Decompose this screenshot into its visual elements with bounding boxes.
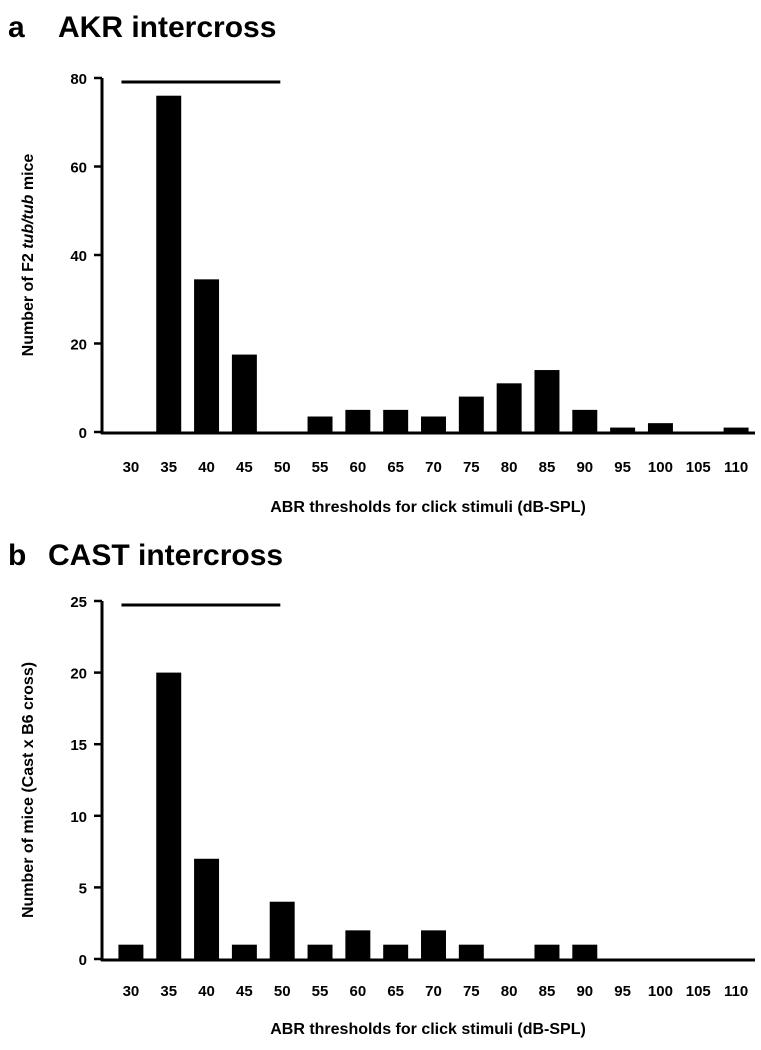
panel-b-ylabel-part: Number of mice (Cast x B6 cross) <box>20 662 37 918</box>
panel-a-x-tick-label: 30 <box>123 459 140 476</box>
panel-b-bar <box>421 930 446 959</box>
panel-b-plot: 0 5 10 15 20 25 30 35 40 45 50 55 60 65 70 75 80 85 90 95 10… <box>70 594 755 1000</box>
panel-a-bar <box>647 423 673 432</box>
panel-b-bar <box>194 858 220 959</box>
panel-a-bar <box>307 416 333 432</box>
panel-b-x-tick-label: 40 <box>198 983 215 1000</box>
panel-b-x-tick-label: 75 <box>463 983 480 1000</box>
panel-a-x-tick-label: 65 <box>387 459 404 476</box>
panel-a-bar <box>345 409 371 432</box>
panel-a-x-tick-label: 45 <box>236 459 253 476</box>
panel-b-x-tick-label: 35 <box>160 983 177 1000</box>
panel-a-bar <box>610 427 636 432</box>
panel-b-x-tick-label: 30 <box>123 983 140 1000</box>
panel-a-bar <box>572 409 598 432</box>
panel-a-bar <box>723 427 749 432</box>
panel-b-bar <box>156 672 182 959</box>
panel-a-ylabel-part: tub/tub <box>20 194 37 248</box>
panel-b-x-tick-label: 95 <box>614 983 631 1000</box>
panel-a-x-tick-label: 75 <box>463 459 480 476</box>
panel-a-bar <box>534 370 560 432</box>
panel-a-x-tick-label: 55 <box>312 459 329 476</box>
panel-b-y-tick-label: 10 <box>70 809 87 826</box>
panel-a-x-tick-label: 100 <box>648 459 673 476</box>
panel-a-x-tick-label: 95 <box>614 459 631 476</box>
panel-a-x-tick-label: 70 <box>425 459 442 476</box>
panel-a-bar <box>194 279 220 432</box>
panel-b-bar <box>345 930 371 959</box>
panel-b-x-tick-label: 100 <box>648 983 673 1000</box>
panel-a-y-tick-label: 0 <box>79 425 87 442</box>
panel-a-ylabel-part: Number of F2 <box>20 249 37 357</box>
panel-b-title: CAST intercross <box>48 539 283 572</box>
panel-a-x-tick-label: 40 <box>198 459 215 476</box>
panel-a-x-tick-label: 60 <box>350 459 367 476</box>
panel-a-y-tick-label: 60 <box>70 160 87 177</box>
panel-a-bar <box>421 416 446 432</box>
panel-b-x-tick-label: 45 <box>236 983 253 1000</box>
panel-b-x-tick-label: 65 <box>387 983 404 1000</box>
panel-a-x-tick-label: 105 <box>686 459 711 476</box>
panel-a-bar <box>496 383 522 432</box>
panel-b-y-tick-label: 15 <box>70 737 87 754</box>
panel-a-x-tick-label: 35 <box>160 459 177 476</box>
panel-b-bar <box>118 944 144 959</box>
panel-b-ylabel: Number of mice (Cast x B6 cross) <box>20 662 37 918</box>
panel-a-title: AKR intercross <box>58 11 276 44</box>
panel-b-x-tick-label: 50 <box>274 983 291 1000</box>
panel-a-plot: 0 20 40 60 80 30 35 40 45 50 55 60 65 70 75 80 85 90 95 100… <box>70 71 755 476</box>
panel-b-bar <box>458 944 484 959</box>
panel-b-y-tick-label: 25 <box>70 594 87 611</box>
panel-a-x-tick-label: 110 <box>724 459 748 476</box>
panel-a-y-tick-label: 40 <box>70 248 87 265</box>
panel-b-x-tick-label: 85 <box>539 983 556 1000</box>
panel-b-bar <box>307 944 333 959</box>
panel-a-x-tick-label: 85 <box>539 459 556 476</box>
panel-b-x-tick-label: 70 <box>425 983 442 1000</box>
panel-a-xlabel: ABR thresholds for click stimuli (dB-SPL… <box>270 499 586 516</box>
panel-b-y-tick-label: 0 <box>79 952 87 969</box>
panel-b-x-tick-label: 55 <box>312 983 329 1000</box>
panel-a-bar <box>231 354 257 432</box>
panel-a-x-tick-label: 80 <box>501 459 518 476</box>
panel-b: b CAST intercross 0 5 10 15 20 25 30 35 40 45 50 55… <box>8 539 755 1038</box>
panel-b-x-tick-label: 105 <box>686 983 711 1000</box>
panel-b-x-tick-label: 80 <box>501 983 518 1000</box>
panel-a-y-tick-label: 80 <box>70 71 87 88</box>
panel-b-bar <box>383 944 409 959</box>
panel-b-y-tick-label: 5 <box>79 880 87 897</box>
panel-a-ylabel-part: mice <box>20 154 37 195</box>
panel-b-x-tick-label: 90 <box>576 983 593 1000</box>
panel-a-letter: a <box>8 11 25 44</box>
panel-b-x-tick-label: 110 <box>724 983 748 1000</box>
panel-b-bar <box>534 944 560 959</box>
panel-b-bar <box>269 901 295 959</box>
panel-a-y-tick-label: 20 <box>70 337 87 354</box>
panel-b-x-tick-label: 60 <box>350 983 367 1000</box>
panel-a-x-tick-label: 90 <box>576 459 593 476</box>
panel-b-xlabel: ABR thresholds for click stimuli (dB-SPL… <box>270 1021 586 1038</box>
panel-b-bar <box>572 944 598 959</box>
panel-a-bar <box>458 396 484 432</box>
panel-a-bar <box>383 409 409 432</box>
panel-b-y-tick-label: 20 <box>70 666 87 683</box>
panel-a-bar <box>156 95 182 432</box>
panel-a: a AKR intercross 0 20 40 60 80 30 35 40 45 50 55 60… <box>8 11 755 516</box>
panel-a-x-tick-label: 50 <box>274 459 291 476</box>
panel-b-letter: b <box>8 539 26 572</box>
panel-a-ylabel: Number of F2 tub/tub mice <box>20 154 37 357</box>
panel-b-bar <box>231 944 257 959</box>
